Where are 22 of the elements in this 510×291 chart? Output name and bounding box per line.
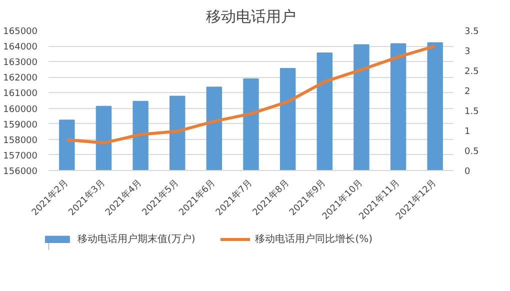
y-tick-label: 164000	[3, 42, 38, 53]
y2-tick-label: 0.5	[464, 147, 479, 157]
y2-tick-label: 3.5	[464, 27, 479, 37]
legend-label: 移动电话用户期末值(万户)	[77, 232, 196, 246]
y-tick-label: 159000	[3, 120, 38, 130]
y2-tick-label: 1.5	[464, 107, 479, 117]
y2-tick-label: 1	[464, 127, 470, 137]
legend-label: 移动电话用户同比增长(%)	[255, 232, 373, 246]
y2-tick-label: 2	[464, 87, 470, 97]
y-tick-label: 162000	[3, 74, 38, 84]
y-tick-label: 163000	[3, 58, 38, 68]
y2-tick-label: 2.5	[464, 67, 479, 77]
y-tick-label: 165000	[3, 27, 38, 37]
y2-tick-label: 0	[464, 167, 470, 177]
line-series	[65, 44, 437, 144]
y-tick-label: 157000	[3, 151, 38, 162]
chart-title: 移动电话用户	[206, 8, 296, 26]
y-tick-label: 156000	[3, 167, 38, 177]
y-tick-label: 160000	[3, 104, 38, 115]
y-tick-label: 161000	[3, 89, 38, 100]
y-tick-label: 158000	[3, 136, 38, 146]
y2-tick-label: 3	[464, 47, 470, 57]
